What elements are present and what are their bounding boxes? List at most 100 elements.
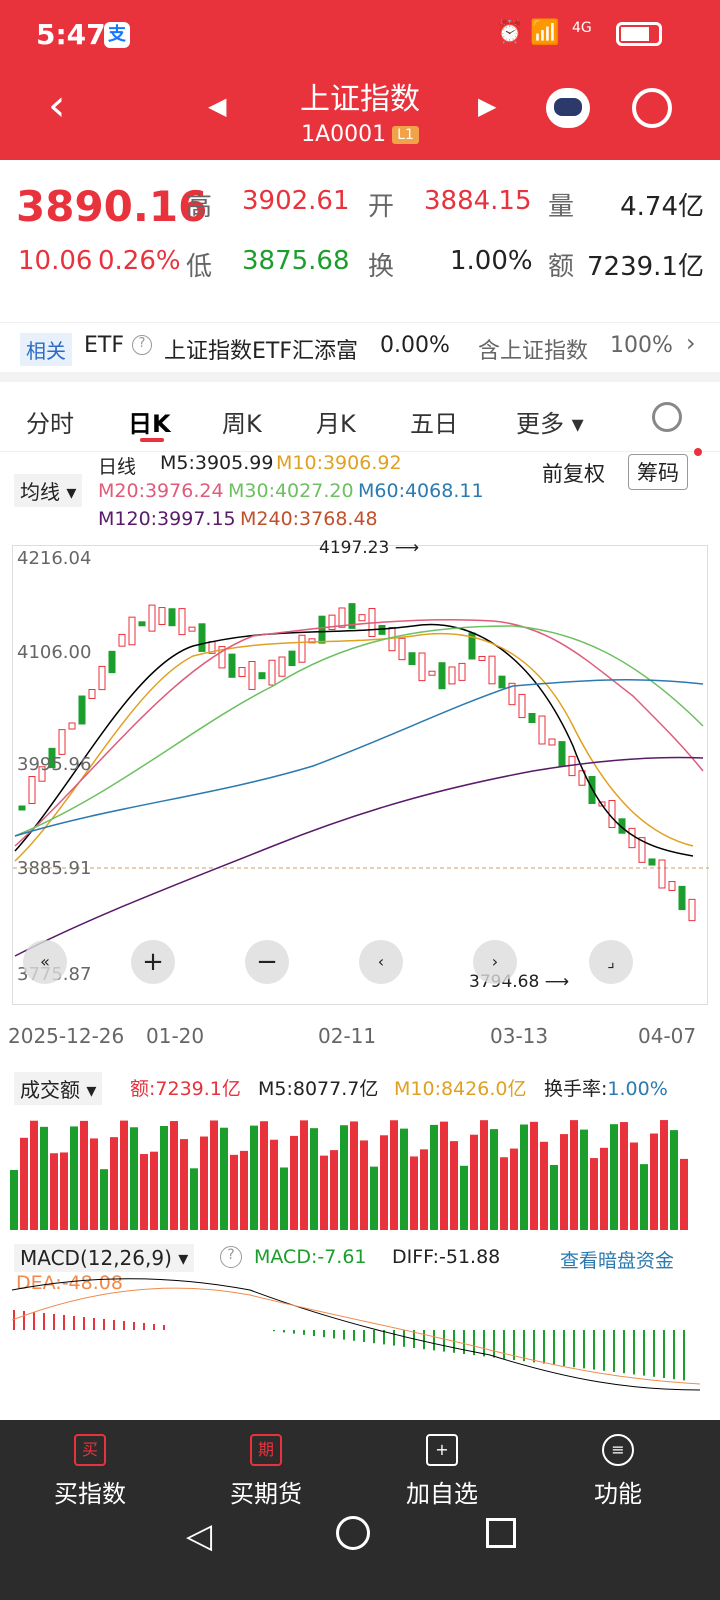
volume-bar xyxy=(550,1164,558,1230)
tab-intraday[interactable]: 分时 xyxy=(26,410,74,438)
candle xyxy=(418,652,426,682)
prev-arrow-icon[interactable]: ◀ xyxy=(208,92,227,120)
wifi-icon: 📶 xyxy=(530,18,560,46)
contain-pct: 100% xyxy=(610,333,673,358)
candle xyxy=(408,652,416,665)
related-etf-row[interactable]: 相关 ETF ? 上证指数ETF汇添富 0.00% 含上证指数 100% › xyxy=(0,322,720,382)
prev-button[interactable]: ‹ xyxy=(359,940,403,984)
change-pct: 0.26% xyxy=(98,246,181,276)
volume-bar xyxy=(100,1169,108,1230)
candle xyxy=(678,885,686,911)
candle xyxy=(538,715,546,745)
buy-futures-button[interactable]: 期买期货 xyxy=(206,1434,326,1509)
x-tick-4: 03-13 xyxy=(490,1024,549,1048)
tab-fiveday[interactable]: 五日 xyxy=(410,410,458,438)
volume-bar xyxy=(570,1120,578,1230)
x-tick-5: 04-07 xyxy=(638,1024,697,1048)
home-nav-icon[interactable] xyxy=(336,1516,370,1550)
dark-pool-link[interactable]: 查看暗盘资金 xyxy=(560,1250,675,1272)
volume-bar xyxy=(540,1141,548,1230)
volume-bar xyxy=(190,1168,198,1230)
ma60-line xyxy=(14,679,704,837)
candle xyxy=(98,665,106,691)
vol-label: 量 xyxy=(548,192,575,222)
macd-value: MACD:-7.61 xyxy=(254,1246,367,1268)
candle xyxy=(188,626,196,632)
candle xyxy=(328,614,336,631)
tab-daily[interactable]: 日K xyxy=(128,410,171,438)
high-label: 高 xyxy=(186,192,213,222)
candle xyxy=(278,656,286,677)
open-label: 开 xyxy=(368,192,395,222)
search-icon[interactable] xyxy=(632,88,672,128)
fullscreen-button[interactable]: ⌟ xyxy=(589,940,633,984)
macd-selector[interactable]: MACD(12,26,9) ▾ xyxy=(14,1244,195,1272)
volume-bar xyxy=(10,1170,18,1230)
candle xyxy=(238,667,246,678)
contain-label: 含上证指数 xyxy=(478,339,589,364)
volume-bar xyxy=(410,1156,418,1230)
volume-bar xyxy=(660,1120,668,1230)
function-button[interactable]: ≡ 功能 xyxy=(558,1434,678,1509)
volume-selector[interactable]: 成交额 ▾ xyxy=(14,1072,103,1105)
ma5-label: M5:3905.99 xyxy=(160,452,274,474)
open-value: 3884.15 xyxy=(424,186,532,216)
candle xyxy=(518,693,526,719)
candle xyxy=(308,638,316,644)
robot-icon[interactable] xyxy=(546,88,590,128)
volume-bar xyxy=(140,1154,148,1230)
candle xyxy=(58,729,66,755)
candle xyxy=(108,650,116,674)
next-button[interactable]: › xyxy=(473,940,517,984)
zoom-in-button[interactable]: + xyxy=(131,940,175,984)
bottom-nav: 买买指数 期买期货 + 加自选 ≡ 功能 ◁ xyxy=(0,1420,720,1600)
ma10-line xyxy=(14,632,694,862)
candle xyxy=(338,607,346,628)
turn-value: 1.00% xyxy=(450,246,533,276)
alarm-icon: ⏰ xyxy=(496,20,524,45)
scroll-left-button[interactable]: « xyxy=(23,940,67,984)
candle xyxy=(668,881,676,891)
chip-button[interactable]: 筹码 xyxy=(628,454,688,490)
volume-bar xyxy=(330,1150,338,1230)
y-tick-4: 3885.91 xyxy=(17,858,92,879)
volume-chart xyxy=(10,1120,688,1230)
candle xyxy=(448,666,456,685)
candle xyxy=(268,659,276,686)
volume-bar xyxy=(590,1158,598,1230)
macd-chart xyxy=(11,1278,701,1391)
next-arrow-icon[interactable]: ▶ xyxy=(478,92,497,120)
low-label: 低 xyxy=(186,252,213,282)
candle xyxy=(198,623,206,652)
candle xyxy=(248,660,256,690)
zoom-out-button[interactable]: − xyxy=(245,940,289,984)
volume-bar xyxy=(680,1158,688,1230)
volume-bar xyxy=(40,1126,48,1230)
volume-bar xyxy=(80,1120,88,1230)
ma-selector[interactable]: 均线 ▾ xyxy=(14,474,83,507)
settings-icon[interactable] xyxy=(652,402,682,432)
kline-chart[interactable]: 4216.04 4106.00 3995.96 3885.91 3775.87 … xyxy=(12,538,709,1005)
candle xyxy=(288,650,296,667)
last-price: 3890.16 xyxy=(16,182,208,231)
volume-bar xyxy=(440,1121,448,1230)
adjust-toggle[interactable]: 前复权 xyxy=(542,462,605,486)
candle xyxy=(298,634,306,663)
add-watchlist-button[interactable]: + 加自选 xyxy=(382,1434,502,1509)
recents-nav-icon[interactable] xyxy=(486,1518,516,1548)
macd-help-icon[interactable]: ? xyxy=(220,1246,242,1268)
candle xyxy=(658,859,666,889)
tab-weekly[interactable]: 周K xyxy=(222,410,262,438)
tab-monthly[interactable]: 月K xyxy=(316,410,356,438)
back-nav-icon[interactable]: ◁ xyxy=(186,1516,213,1556)
back-icon[interactable]: ‹ xyxy=(48,80,66,131)
volume-bar xyxy=(650,1133,658,1230)
tab-more[interactable]: 更多 ▾ xyxy=(516,410,584,438)
volume-bar xyxy=(320,1155,328,1230)
help-icon[interactable]: ? xyxy=(132,335,152,355)
candle xyxy=(228,653,236,678)
candle xyxy=(548,738,556,746)
candle xyxy=(388,626,396,652)
buy-index-button[interactable]: 买买指数 xyxy=(30,1434,150,1509)
volume-bar xyxy=(490,1129,498,1230)
